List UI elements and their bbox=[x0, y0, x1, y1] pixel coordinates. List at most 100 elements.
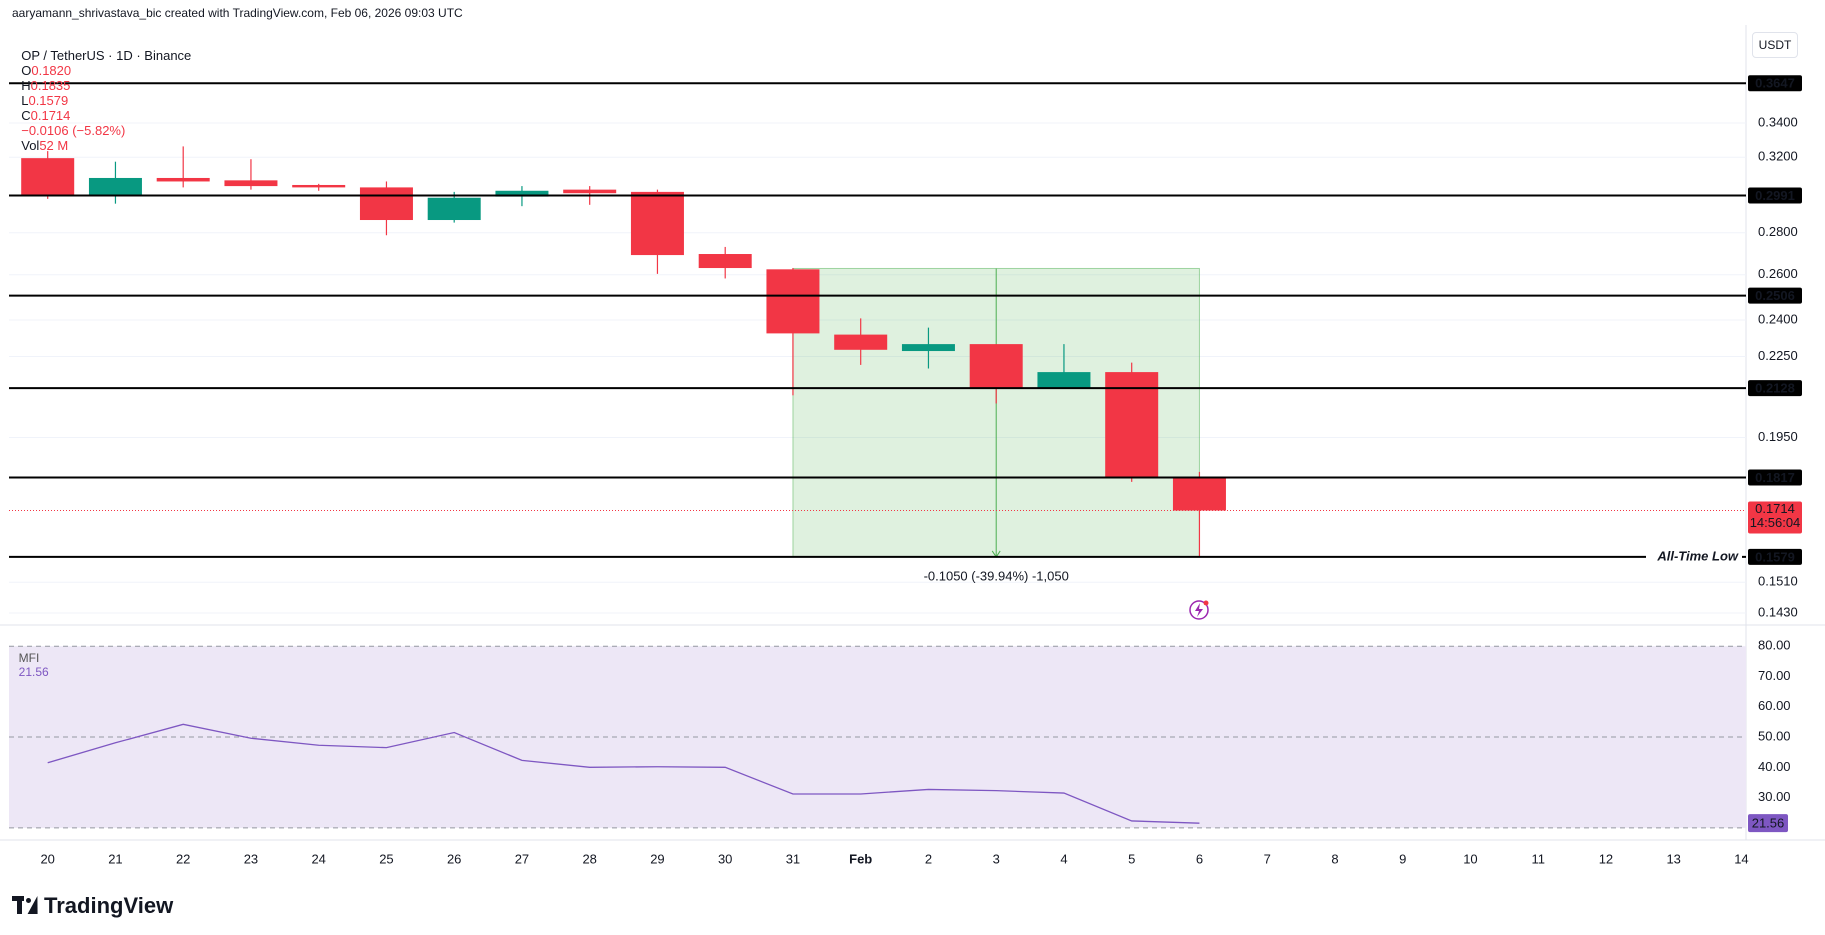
indicator-name: MFI bbox=[18, 651, 40, 665]
x-tick-label: 28 bbox=[582, 851, 596, 866]
brand-logo bbox=[12, 896, 43, 914]
x-tick-label: 31 bbox=[786, 851, 800, 866]
mfi-tick-label: 70.00 bbox=[1758, 668, 1791, 683]
x-tick-label: 23 bbox=[244, 851, 258, 866]
ohlc-value: 0.1714 bbox=[30, 108, 71, 123]
x-tick-label: 24 bbox=[311, 851, 325, 866]
level-tag bbox=[1748, 469, 1802, 486]
brand: TradingView bbox=[44, 893, 174, 918]
mfi-tick-label: 60.00 bbox=[1758, 698, 1791, 713]
ohlc-key: L bbox=[21, 93, 29, 108]
mfi-tag-text: 21.56 bbox=[1752, 816, 1785, 831]
candle-body bbox=[292, 184, 346, 188]
volume-key: Vol bbox=[21, 138, 40, 153]
ohlc-value: 0.1835 bbox=[30, 78, 71, 93]
x-tick-label: 6 bbox=[1196, 851, 1203, 866]
level-tag-text: 0.2128 bbox=[1755, 381, 1795, 396]
y-tick-label: 0.3400 bbox=[1758, 114, 1798, 129]
y-tick-label: 0.3200 bbox=[1758, 149, 1798, 164]
candle-body bbox=[224, 180, 278, 187]
volume: 52 M bbox=[39, 138, 69, 153]
ohlc-value: 0.1579 bbox=[28, 93, 69, 108]
candle-body bbox=[766, 269, 820, 334]
candle-body bbox=[1037, 372, 1091, 389]
event-icon-dot bbox=[1203, 600, 1209, 606]
candle-body bbox=[630, 191, 684, 256]
level-tag-text: 0.2991 bbox=[1755, 188, 1795, 203]
x-tick-label: 12 bbox=[1599, 851, 1613, 866]
x-tick-label: 22 bbox=[176, 851, 190, 866]
level-note-bg bbox=[1646, 547, 1742, 566]
x-tick-label: 9 bbox=[1399, 851, 1406, 866]
candle-body bbox=[969, 344, 1023, 389]
candle-body bbox=[1172, 476, 1226, 511]
mfi-tick-label: 50.00 bbox=[1758, 728, 1791, 743]
candle-body bbox=[834, 334, 888, 350]
y-tick-label: 0.1430 bbox=[1758, 604, 1798, 619]
x-tick-label: 10 bbox=[1463, 851, 1477, 866]
indicator-value: 21.56 bbox=[18, 665, 49, 679]
candle-body bbox=[88, 177, 142, 196]
candle-body bbox=[563, 189, 617, 194]
x-tick-label: 26 bbox=[447, 851, 461, 866]
candle-body bbox=[698, 254, 752, 269]
ohlc-key: O bbox=[21, 63, 32, 78]
ohlc-key: H bbox=[21, 78, 31, 93]
candle-body bbox=[495, 190, 549, 197]
last-price-tag bbox=[1748, 501, 1802, 534]
legend: OP / TetherUS · 1D · Binance O0.1820 H0.… bbox=[14, 33, 191, 153]
indicator-legend: MFI 21.56 bbox=[12, 637, 49, 679]
mfi-tick-label: 30.00 bbox=[1758, 789, 1791, 804]
level-tag bbox=[1748, 380, 1802, 397]
change: −0.0106 (−5.82%) bbox=[21, 123, 126, 138]
measure-label: -0.1050 (-39.94%) -1,050 bbox=[924, 568, 1069, 583]
countdown: 14:56:04 bbox=[1750, 515, 1801, 530]
candle-body bbox=[427, 197, 481, 221]
level-tag-text: 0.2506 bbox=[1755, 288, 1795, 303]
x-tick-label: 7 bbox=[1264, 851, 1271, 866]
x-tick-label: 25 bbox=[379, 851, 393, 866]
mfi-tick-label: 40.00 bbox=[1758, 759, 1791, 774]
y-tick-label: 0.2800 bbox=[1758, 224, 1798, 239]
y-tick-label: 0.2400 bbox=[1758, 311, 1798, 326]
last-price-text: 0.1714 bbox=[1755, 501, 1795, 516]
x-tick-label: 13 bbox=[1666, 851, 1680, 866]
level-tag bbox=[1748, 287, 1802, 304]
x-tick-label: 27 bbox=[515, 851, 529, 866]
level-tag bbox=[1748, 75, 1802, 92]
candle-body bbox=[156, 177, 210, 182]
credit: aaryamann_shrivastava_bic created with T… bbox=[12, 6, 463, 20]
mfi-tick-label: 80.00 bbox=[1758, 638, 1791, 653]
candle-body bbox=[1105, 372, 1159, 478]
x-tick-label: 21 bbox=[108, 851, 122, 866]
x-tick-label: 30 bbox=[718, 851, 732, 866]
x-tick-label: 4 bbox=[1060, 851, 1067, 866]
x-tick-label: 2 bbox=[925, 851, 932, 866]
ohlc-key: C bbox=[21, 108, 31, 123]
x-tick-label: 5 bbox=[1128, 851, 1135, 866]
x-tick-label: 3 bbox=[993, 851, 1000, 866]
level-tag-text: 0.3647 bbox=[1755, 76, 1795, 91]
x-tick-label: 14 bbox=[1734, 851, 1748, 866]
candle-body bbox=[359, 187, 413, 221]
symbol: OP / TetherUS · 1D · Binance bbox=[21, 48, 192, 63]
level-tag-text: 0.1817 bbox=[1755, 470, 1795, 485]
currency-button[interactable]: USDT bbox=[1752, 32, 1798, 58]
candle-body bbox=[21, 158, 75, 196]
mfi-tag bbox=[1748, 814, 1788, 833]
x-tick-label: 20 bbox=[40, 851, 54, 866]
y-tick-label: 0.2600 bbox=[1758, 266, 1798, 281]
x-tick-label: 29 bbox=[650, 851, 664, 866]
level-tag bbox=[1748, 187, 1802, 204]
level-tag-text: 0.1579 bbox=[1755, 549, 1795, 564]
ohlc-value: 0.1820 bbox=[31, 63, 72, 78]
level-tag bbox=[1748, 548, 1802, 565]
x-tick-label: Feb bbox=[849, 851, 872, 866]
y-tick-label: 0.1510 bbox=[1758, 574, 1798, 589]
candle-body bbox=[901, 344, 955, 352]
x-tick-label: 11 bbox=[1531, 851, 1545, 866]
y-tick-label: 0.2250 bbox=[1758, 348, 1798, 363]
x-tick-label: 8 bbox=[1331, 851, 1338, 866]
